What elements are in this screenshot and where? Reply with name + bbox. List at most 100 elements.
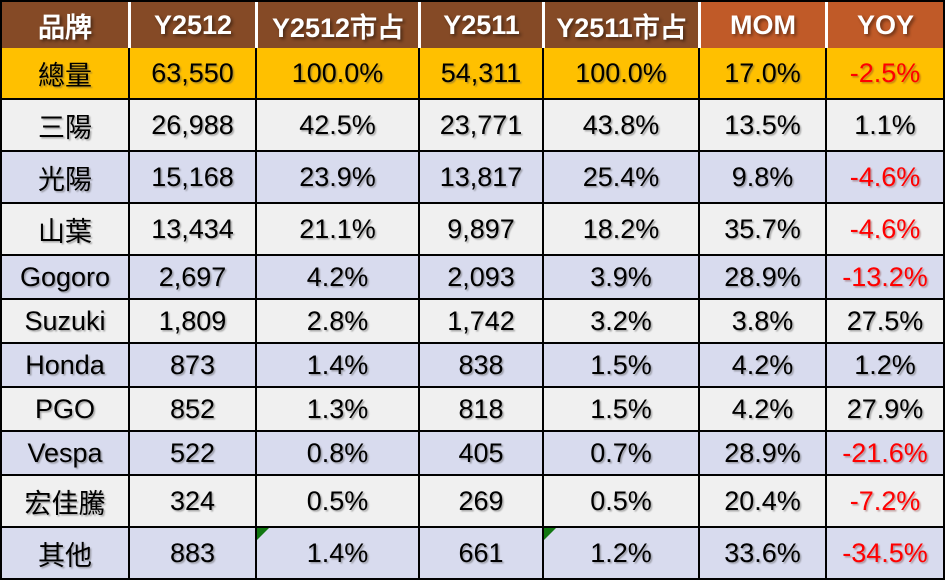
column-header-y2511: Y2511 [418,2,542,48]
cell-y2512: 522 [128,432,255,474]
cell-y2511: 13,817 [418,152,542,202]
cell-y2512: 13,434 [128,204,255,254]
cell-y2512: 852 [128,388,255,430]
cell-y2512_share: 1.3% [255,388,418,430]
error-flag-icon [544,528,556,540]
cell-y2511_share: 100.0% [542,48,698,98]
cell-y2512_share: 100.0% [255,48,418,98]
cell-yoy: -21.6% [825,432,943,474]
table-row-Vespa: Vespa 522 0.8% 405 0.7% 28.9% -21.6% [2,430,943,474]
cell-y2512: 324 [128,476,255,526]
cell-y2512_share: 0.8% [255,432,418,474]
column-header-y2512_share: Y2512市占 [255,2,418,48]
cell-mom: 4.2% [698,344,825,386]
cell-mom: 33.6% [698,528,825,578]
cell-y2512: 1,809 [128,300,255,342]
cell-yoy: -4.6% [825,204,943,254]
error-flag-icon [257,528,269,540]
cell-y2512: 26,988 [128,100,255,150]
cell-y2511: 54,311 [418,48,542,98]
cell-y2511_share: 43.8% [542,100,698,150]
cell-y2512_share: 23.9% [255,152,418,202]
table-row-宏佳騰: 宏佳騰 324 0.5% 269 0.5% 20.4% -7.2% [2,474,943,526]
cell-brand: 三陽 [2,100,128,150]
column-header-brand: 品牌 [2,2,128,48]
cell-yoy: -2.5% [825,48,943,98]
cell-y2512_share: 2.8% [255,300,418,342]
cell-brand: Honda [2,344,128,386]
table-row-Gogoro: Gogoro 2,697 4.2% 2,093 3.9% 28.9% -13.2% [2,254,943,298]
cell-mom: 9.8% [698,152,825,202]
cell-y2511_share: 3.2% [542,300,698,342]
cell-y2512_share: 21.1% [255,204,418,254]
cell-y2512: 63,550 [128,48,255,98]
table-header-row: 品牌 Y2512 Y2512市占 Y2511 Y2511市占 MOM YOY [2,2,943,48]
cell-y2512_share: 1.4% [255,344,418,386]
cell-y2511_share: 1.2% [542,528,698,578]
cell-y2512: 873 [128,344,255,386]
cell-yoy: -34.5% [825,528,943,578]
cell-y2511_share: 1.5% [542,344,698,386]
cell-y2512: 15,168 [128,152,255,202]
cell-mom: 28.9% [698,256,825,298]
cell-y2511: 405 [418,432,542,474]
cell-brand: PGO [2,388,128,430]
column-header-y2511_share: Y2511市占 [542,2,698,48]
cell-y2511_share: 0.7% [542,432,698,474]
cell-yoy: 27.9% [825,388,943,430]
cell-y2511: 269 [418,476,542,526]
table-row-山葉: 山葉 13,434 21.1% 9,897 18.2% 35.7% -4.6% [2,202,943,254]
cell-y2511: 661 [418,528,542,578]
cell-brand: 宏佳騰 [2,476,128,526]
cell-yoy: 1.2% [825,344,943,386]
cell-y2511: 838 [418,344,542,386]
cell-mom: 3.8% [698,300,825,342]
column-header-y2512: Y2512 [128,2,255,48]
cell-y2512_share: 1.4% [255,528,418,578]
cell-y2512: 883 [128,528,255,578]
cell-yoy: -13.2% [825,256,943,298]
cell-y2511: 1,742 [418,300,542,342]
table-row-Suzuki: Suzuki 1,809 2.8% 1,742 3.2% 3.8% 27.5% [2,298,943,342]
cell-y2511_share: 18.2% [542,204,698,254]
cell-brand: 光陽 [2,152,128,202]
cell-mom: 13.5% [698,100,825,150]
cell-brand: 總量 [2,48,128,98]
cell-brand: Suzuki [2,300,128,342]
cell-y2511: 2,093 [418,256,542,298]
cell-brand: Gogoro [2,256,128,298]
cell-brand: 其他 [2,528,128,578]
cell-yoy: -7.2% [825,476,943,526]
cell-y2511: 23,771 [418,100,542,150]
cell-y2511: 818 [418,388,542,430]
table-row-三陽: 三陽 26,988 42.5% 23,771 43.8% 13.5% 1.1% [2,98,943,150]
table-row-其他: 其他 883 1.4% 661 1.2% 33.6% -34.5% [2,526,943,578]
cell-y2512: 2,697 [128,256,255,298]
table-row-光陽: 光陽 15,168 23.9% 13,817 25.4% 9.8% -4.6% [2,150,943,202]
cell-y2512_share: 4.2% [255,256,418,298]
column-header-yoy: YOY [825,2,943,48]
cell-y2511_share: 3.9% [542,256,698,298]
cell-mom: 4.2% [698,388,825,430]
cell-brand: Vespa [2,432,128,474]
cell-yoy: 1.1% [825,100,943,150]
cell-y2511_share: 25.4% [542,152,698,202]
cell-brand: 山葉 [2,204,128,254]
cell-yoy: -4.6% [825,152,943,202]
cell-mom: 17.0% [698,48,825,98]
cell-y2511_share: 1.5% [542,388,698,430]
cell-mom: 35.7% [698,204,825,254]
table-body: 總量 63,550 100.0% 54,311 100.0% 17.0% -2.5% 三陽 26… [2,48,943,578]
table-row-total: 總量 63,550 100.0% 54,311 100.0% 17.0% -2.5% [2,48,943,98]
table-row-PGO: PGO 852 1.3% 818 1.5% 4.2% 27.9% [2,386,943,430]
column-header-mom: MOM [698,2,825,48]
cell-y2511_share: 0.5% [542,476,698,526]
cell-y2511: 9,897 [418,204,542,254]
table-row-Honda: Honda 873 1.4% 838 1.5% 4.2% 1.2% [2,342,943,386]
cell-y2512_share: 0.5% [255,476,418,526]
cell-mom: 20.4% [698,476,825,526]
cell-yoy: 27.5% [825,300,943,342]
cell-y2512_share: 42.5% [255,100,418,150]
cell-mom: 28.9% [698,432,825,474]
